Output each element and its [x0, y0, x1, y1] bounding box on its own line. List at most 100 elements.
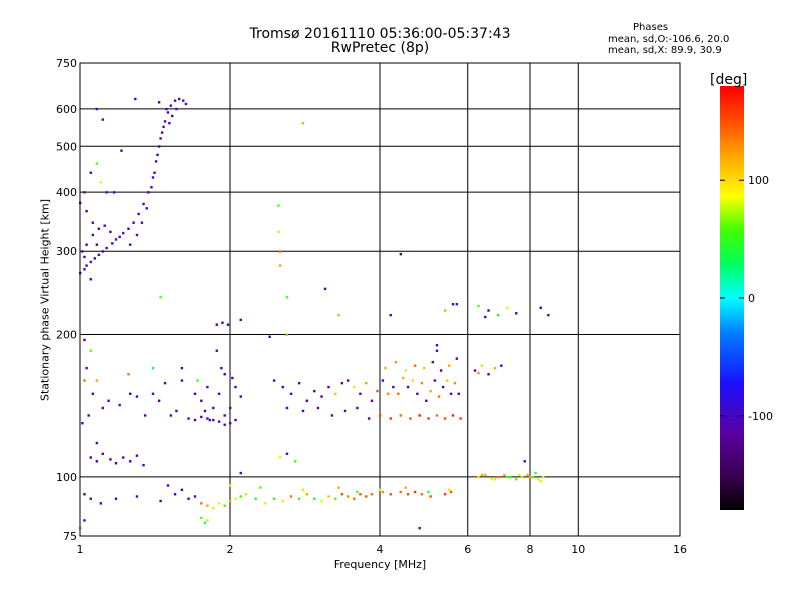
y-axis-ticks: 75 100 200 300 400 500 600 750 — [56, 57, 77, 543]
data-point — [168, 122, 171, 125]
data-point — [180, 366, 184, 370]
data-point — [281, 499, 284, 503]
data-point — [289, 392, 293, 396]
data-point — [272, 497, 276, 500]
data-point — [223, 414, 226, 417]
data-point — [293, 460, 297, 463]
data-point — [539, 306, 542, 310]
chart-subtitle: RwPretec (8p) — [330, 40, 430, 56]
data-point — [453, 381, 457, 385]
x-tick-label: 16 — [673, 543, 687, 556]
data-point — [122, 456, 125, 459]
data-point — [484, 315, 487, 319]
data-point — [523, 460, 526, 463]
data-point — [220, 366, 223, 370]
data-point — [420, 381, 424, 385]
data-point — [343, 409, 347, 413]
data-point — [279, 264, 282, 267]
data-point — [313, 389, 316, 393]
data-point — [89, 171, 92, 174]
data-point — [443, 493, 447, 496]
data-point — [95, 162, 99, 165]
data-point — [455, 303, 459, 306]
data-point — [297, 381, 301, 385]
data-point — [83, 191, 86, 194]
data-point — [239, 495, 242, 498]
y-axis-label: Stationary phase Virtual Height [km] — [38, 198, 52, 402]
data-point — [91, 221, 95, 224]
data-point — [111, 242, 114, 245]
data-point — [381, 379, 385, 382]
data-point — [297, 497, 301, 500]
data-point — [200, 415, 203, 419]
data-point — [406, 493, 410, 496]
data-point — [500, 364, 503, 367]
data-point — [433, 379, 437, 382]
data-point — [217, 420, 221, 423]
data-point — [517, 473, 521, 477]
data-point — [272, 379, 276, 382]
data-point — [449, 392, 453, 396]
data-point — [206, 504, 209, 507]
data-point — [340, 493, 344, 496]
data-point — [334, 392, 337, 396]
data-point — [132, 221, 135, 224]
data-point — [451, 414, 455, 417]
data-point — [226, 323, 230, 326]
data-point — [129, 392, 132, 396]
data-point — [105, 246, 108, 250]
data-point — [114, 497, 118, 500]
data-point — [459, 417, 462, 420]
data-point — [503, 473, 506, 477]
data-point — [151, 392, 155, 396]
data-point — [166, 111, 170, 114]
data-point — [159, 499, 162, 503]
data-point — [109, 230, 112, 234]
data-point — [180, 379, 184, 382]
data-point — [135, 233, 139, 237]
data-point — [223, 373, 226, 376]
chart-title: Tromsø 20161110 05:36:00-05:37:43 — [249, 26, 511, 42]
data-point — [81, 422, 84, 425]
data-point — [330, 414, 334, 417]
colorbar-tick-label: -100 — [748, 410, 773, 423]
data-point — [142, 202, 145, 206]
data-point — [244, 493, 248, 496]
data-point — [200, 502, 203, 505]
data-point — [239, 395, 242, 398]
data-point — [418, 526, 421, 530]
data-point — [239, 471, 242, 475]
data-point — [81, 250, 84, 253]
data-point — [268, 335, 271, 338]
data-point — [157, 101, 161, 104]
data-point — [379, 414, 382, 417]
data-point — [431, 360, 434, 364]
data-point — [223, 423, 226, 426]
data-point — [203, 409, 207, 413]
data-point — [143, 414, 147, 417]
data-point — [437, 395, 441, 398]
data-point — [429, 495, 432, 498]
data-point — [208, 418, 211, 422]
data-point — [480, 473, 484, 477]
data-point — [206, 385, 209, 389]
data-point — [381, 490, 385, 494]
x-tick-label: 10 — [571, 543, 585, 556]
data-point — [93, 257, 97, 260]
data-point — [515, 477, 518, 481]
data-point — [305, 493, 309, 496]
data-point — [85, 243, 88, 246]
data-point — [234, 497, 237, 500]
data-point — [157, 399, 161, 402]
data-point — [365, 495, 368, 498]
data-point — [399, 414, 403, 417]
y-tick-label: 750 — [56, 57, 77, 70]
data-point — [180, 488, 184, 492]
data-point — [206, 519, 209, 522]
data-point — [477, 304, 480, 308]
data-point — [229, 499, 232, 503]
data-point — [359, 392, 362, 396]
data-point — [103, 224, 106, 227]
data-point — [122, 231, 125, 235]
